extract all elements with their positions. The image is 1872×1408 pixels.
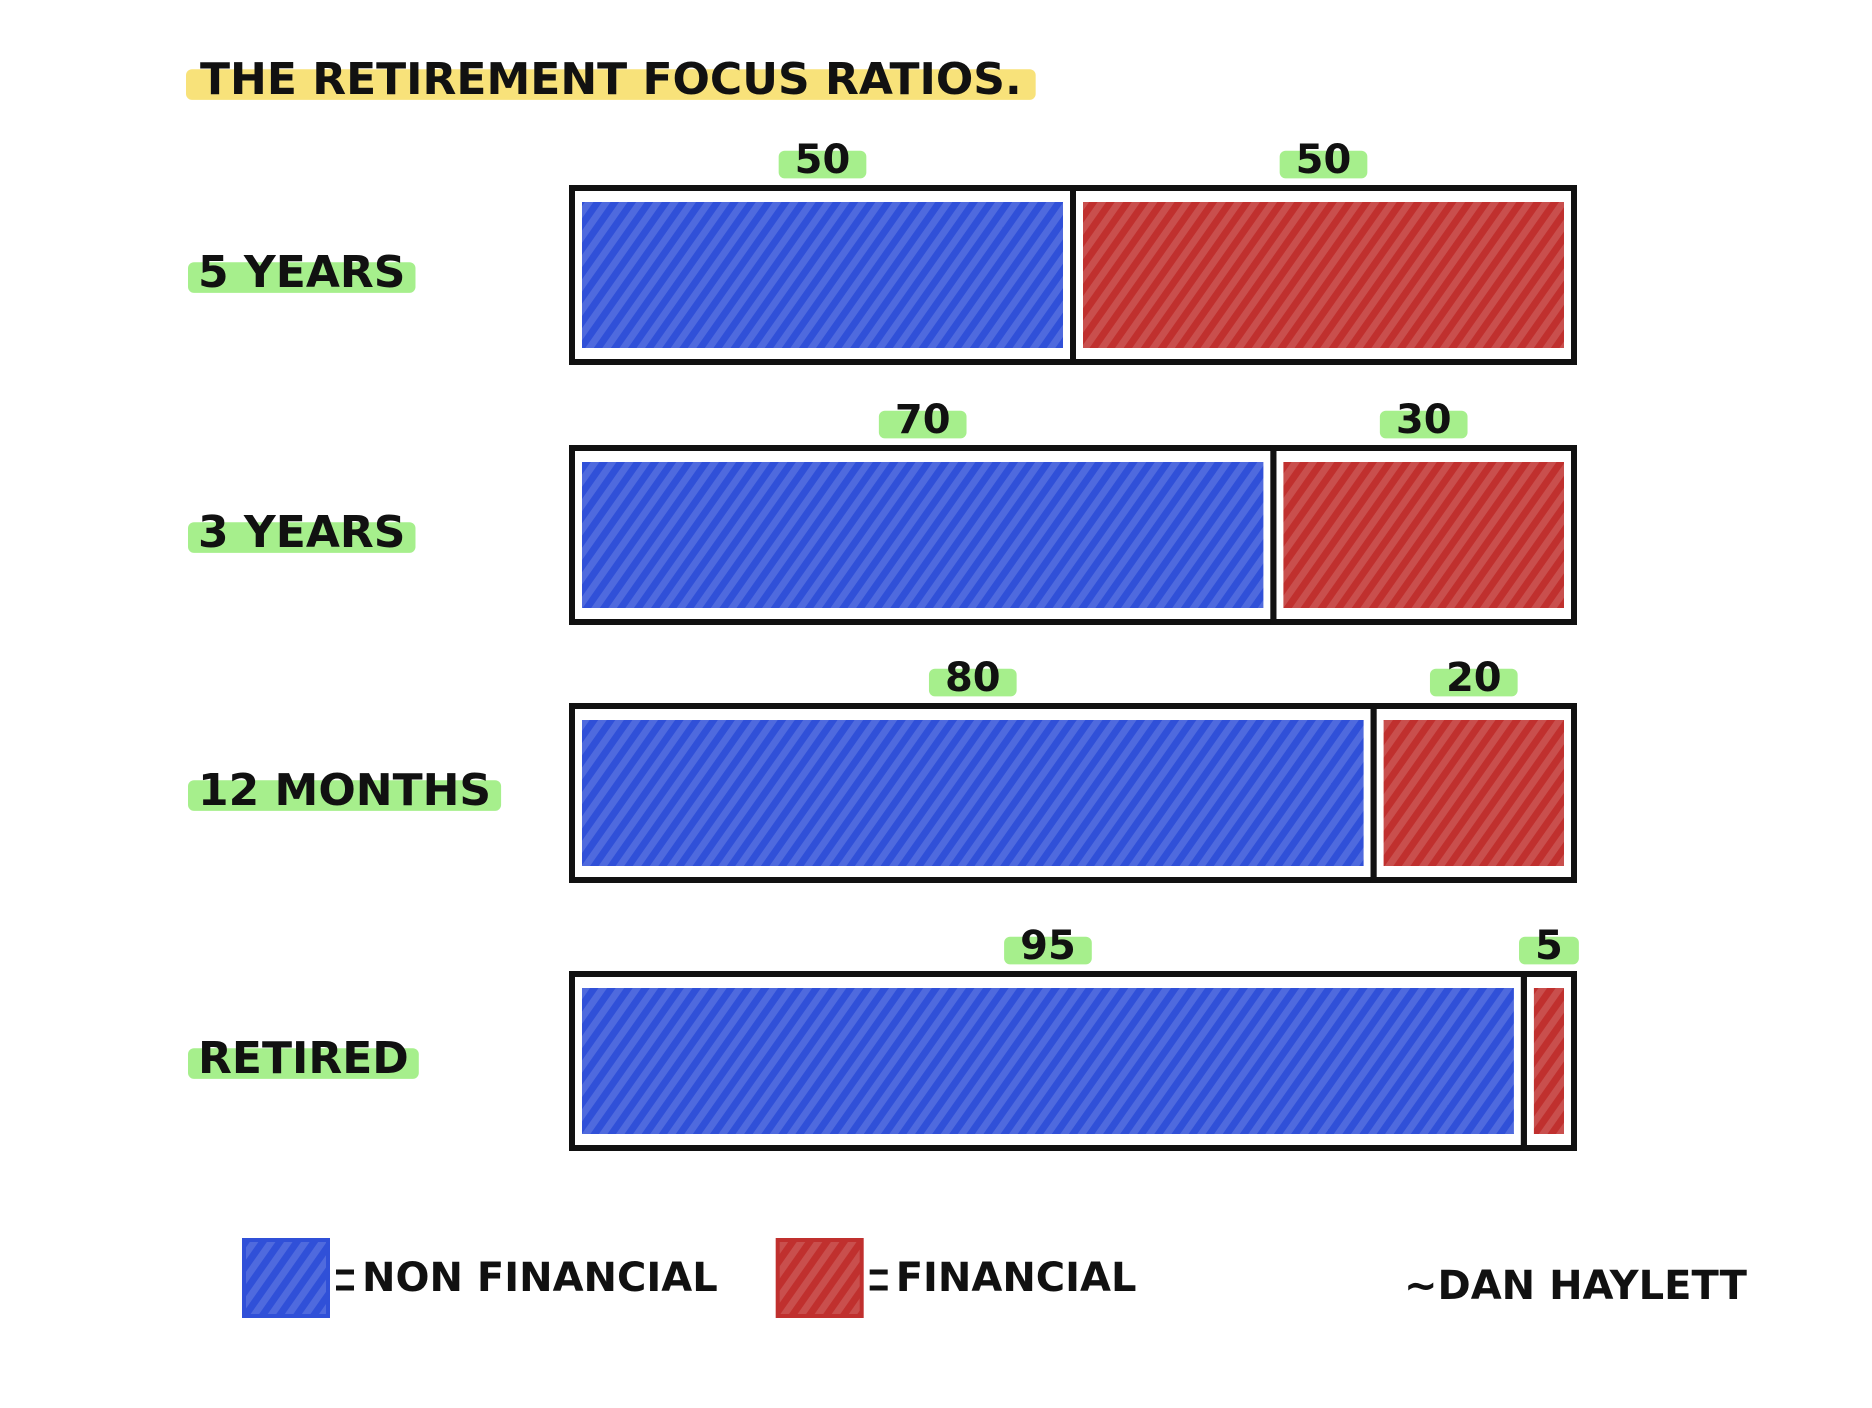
bar-outline (1070, 185, 1577, 365)
highlight (188, 780, 502, 811)
signature: ~DAN HAYLETT (1404, 1263, 1748, 1309)
value-label: 50 (1296, 137, 1352, 183)
legend-swatch (775, 1238, 864, 1318)
category-label: 5 YEARS (198, 247, 405, 298)
highlight (778, 150, 867, 179)
legend-label: NON FINANCIAL (362, 1255, 718, 1301)
highlight (928, 668, 1017, 697)
highlight (1279, 150, 1368, 179)
category-label: 3 YEARS (198, 507, 405, 558)
highlight (1429, 668, 1518, 697)
highlight (188, 1048, 419, 1079)
bar-segment (1533, 988, 1564, 1134)
value-label: 95 (1020, 923, 1076, 969)
bar-segment (1083, 202, 1564, 348)
bar-segment (582, 988, 1514, 1134)
value-label: 50 (795, 137, 851, 183)
highlight (188, 262, 416, 293)
value-label: 80 (945, 655, 1001, 701)
highlight (188, 522, 416, 553)
bar-segment (582, 462, 1264, 608)
bar-segment (1283, 462, 1564, 608)
highlights (186, 69, 1579, 1079)
category-label: RETIRED (198, 1033, 409, 1084)
value-label: 5 (1535, 923, 1563, 969)
value-label: 70 (895, 397, 951, 443)
bar-outline (1370, 703, 1577, 883)
legend-swatch (242, 1238, 330, 1318)
highlight (1379, 410, 1468, 439)
bar-segment (582, 720, 1364, 866)
chart-title: THE RETIREMENT FOCUS RATIOS. (200, 54, 1022, 105)
category-label: 12 MONTHS (198, 765, 491, 816)
bar-outline (1520, 971, 1578, 1151)
highlight (1004, 936, 1092, 965)
bar-outline (1270, 445, 1578, 625)
bar-segment (1383, 720, 1564, 866)
highlight (878, 410, 967, 439)
value-label: 20 (1446, 655, 1502, 701)
legend-label: FINANCIAL (896, 1255, 1137, 1301)
highlight (1519, 936, 1579, 965)
highlight (186, 69, 1036, 100)
bar-segment (582, 202, 1063, 348)
value-label: 30 (1396, 397, 1452, 443)
